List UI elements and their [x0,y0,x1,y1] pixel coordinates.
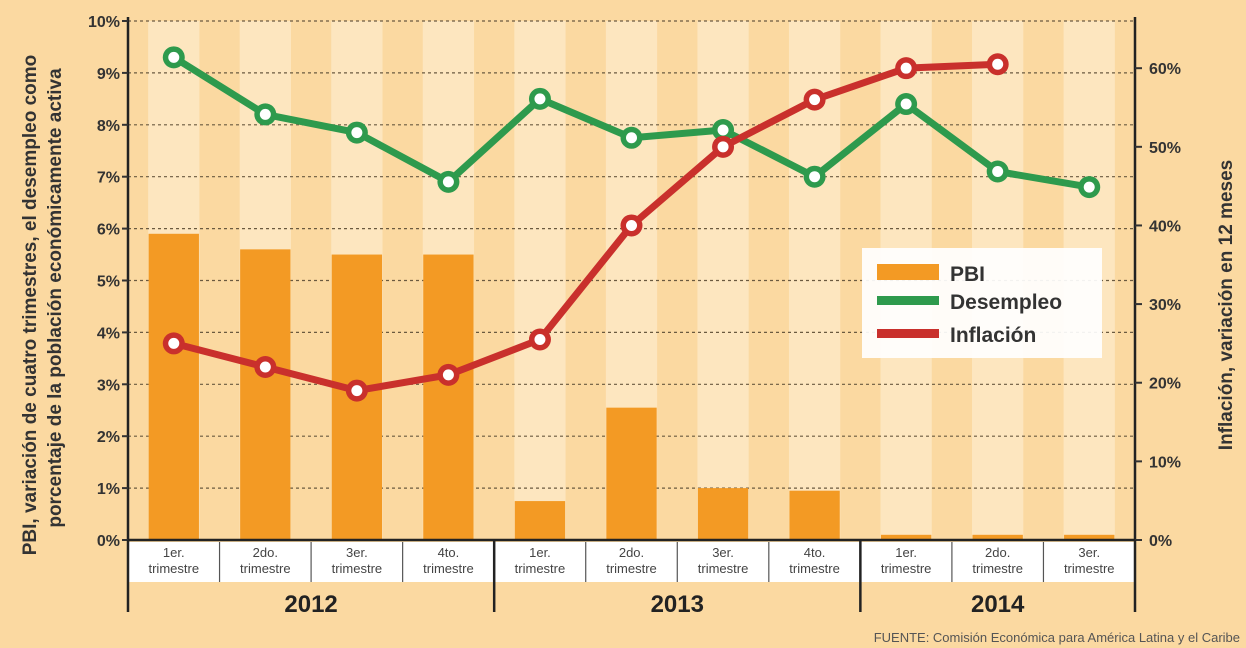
bar-pbi [1064,534,1115,540]
point-desempleo-center [900,98,912,110]
left-tick-label: 9% [97,66,120,83]
category-label-line2: trimestre [606,561,657,576]
category-label-line1: 2do. [253,545,278,560]
year-labels: 2012 2013 2014 [126,540,1137,618]
category-label-line1: 2do. [985,545,1010,560]
year-label: 2012 [284,591,337,618]
category-label-line2: trimestre [881,561,932,576]
legend-label-pbi: PBI [950,263,985,286]
legend-swatch-pbi [877,264,939,280]
point-desempleo-center [534,93,546,105]
point-desempleo-center [351,127,363,139]
left-axis-ticks: 0% 1% 2% 3% 4% 5% 6% 7% 8% 9% 10% [88,14,128,550]
left-tick-label: 6% [97,222,120,239]
left-tick-label: 2% [97,429,120,446]
year-label: 2014 [971,591,1025,618]
left-tick-label: 4% [97,325,120,342]
point-inflacion-center [992,58,1004,70]
left-tick-label: 0% [97,533,120,550]
right-axis-ticks: 0% 10% 20% 30% 40% 50% 60% [1135,61,1181,550]
point-inflacion-center [259,361,271,373]
right-tick-label: 40% [1149,218,1181,235]
left-tick-label: 1% [97,481,120,498]
left-axis-label-line2: porcentaje de la población económicament… [45,68,66,528]
legend-label-inflacion: Inflación [950,324,1036,347]
point-inflacion-center [351,385,363,397]
point-inflacion-center [442,369,454,381]
left-tick-label: 5% [97,274,120,291]
right-tick-label: 0% [1149,533,1172,550]
bar-pbi [606,407,657,540]
category-label-line1: 1er. [895,545,917,560]
point-inflacion-center [717,141,729,153]
category-label-line2: trimestre [972,561,1023,576]
series-lines [162,46,1101,402]
category-label-strip [128,542,1135,582]
bar-pbi [972,534,1023,540]
bar-pbi [423,254,474,541]
category-label-line1: 3er. [346,545,368,560]
category-label-line2: trimestre [148,561,199,576]
left-axis-label-line1: PBI, variación de cuatro trimestres, el … [20,55,41,556]
right-tick-label: 20% [1149,376,1181,393]
category-label-line2: trimestre [1064,561,1115,576]
legend-swatch-desempleo [877,296,939,305]
bar-pbi [514,501,566,540]
point-desempleo-center [1083,181,1095,193]
point-desempleo-center [259,108,271,120]
category-label-line2: trimestre [332,561,383,576]
legend-swatch-inflacion [877,329,939,338]
category-label-line2: trimestre [423,561,474,576]
right-tick-label: 30% [1149,297,1181,314]
left-tick-label: 7% [97,170,120,187]
category-label-line1: 1er. [163,545,185,560]
point-desempleo-center [442,176,454,188]
pbi-bars [148,233,1115,541]
bar-pbi [148,233,199,541]
point-desempleo-center [717,124,729,136]
category-label-line1: 4to. [804,545,826,560]
category-label-line2: trimestre [240,561,291,576]
left-tick-label: 3% [97,377,120,394]
point-desempleo-center [626,132,637,144]
source-note: FUENTE: Comisión Económica para América … [874,630,1240,645]
category-labels: 1er.trimestre2do.trimestre3er.trimestre4… [127,542,1136,582]
category-label-line2: trimestre [789,561,840,576]
point-desempleo-center [992,166,1004,178]
bar-pbi [697,488,749,540]
point-desempleo-center [809,171,821,183]
point-inflacion-center [626,219,637,231]
bar-pbi [880,534,932,540]
left-tick-label: 10% [88,14,120,31]
category-label-line2: trimestre [515,561,566,576]
point-desempleo-center [168,51,180,63]
right-tick-label: 10% [1149,454,1181,471]
category-label-line1: 2do. [619,545,644,560]
point-inflacion-center [900,62,912,74]
axes [126,17,1137,542]
right-axis-label: Inflación, variación en 12 meses [1216,160,1237,450]
point-inflacion-center [168,337,180,349]
category-label-line1: 1er. [529,545,551,560]
right-tick-label: 60% [1149,61,1181,78]
point-inflacion-center [534,333,546,345]
bar-pbi [789,490,840,540]
line-inflacion [172,60,998,395]
legend-label-desempleo: Desempleo [950,291,1062,314]
point-inflacion-center [809,94,821,106]
right-tick-label: 50% [1149,140,1181,157]
category-label-line2: trimestre [698,561,749,576]
category-label-line1: 4to. [438,545,460,560]
bar-pbi [240,249,291,541]
left-tick-label: 8% [97,118,120,135]
legend: PBI Desempleo Inflación [862,248,1102,358]
category-label-line1: 3er. [712,545,734,560]
year-label: 2013 [651,591,704,618]
category-label-line1: 3er. [1078,545,1100,560]
